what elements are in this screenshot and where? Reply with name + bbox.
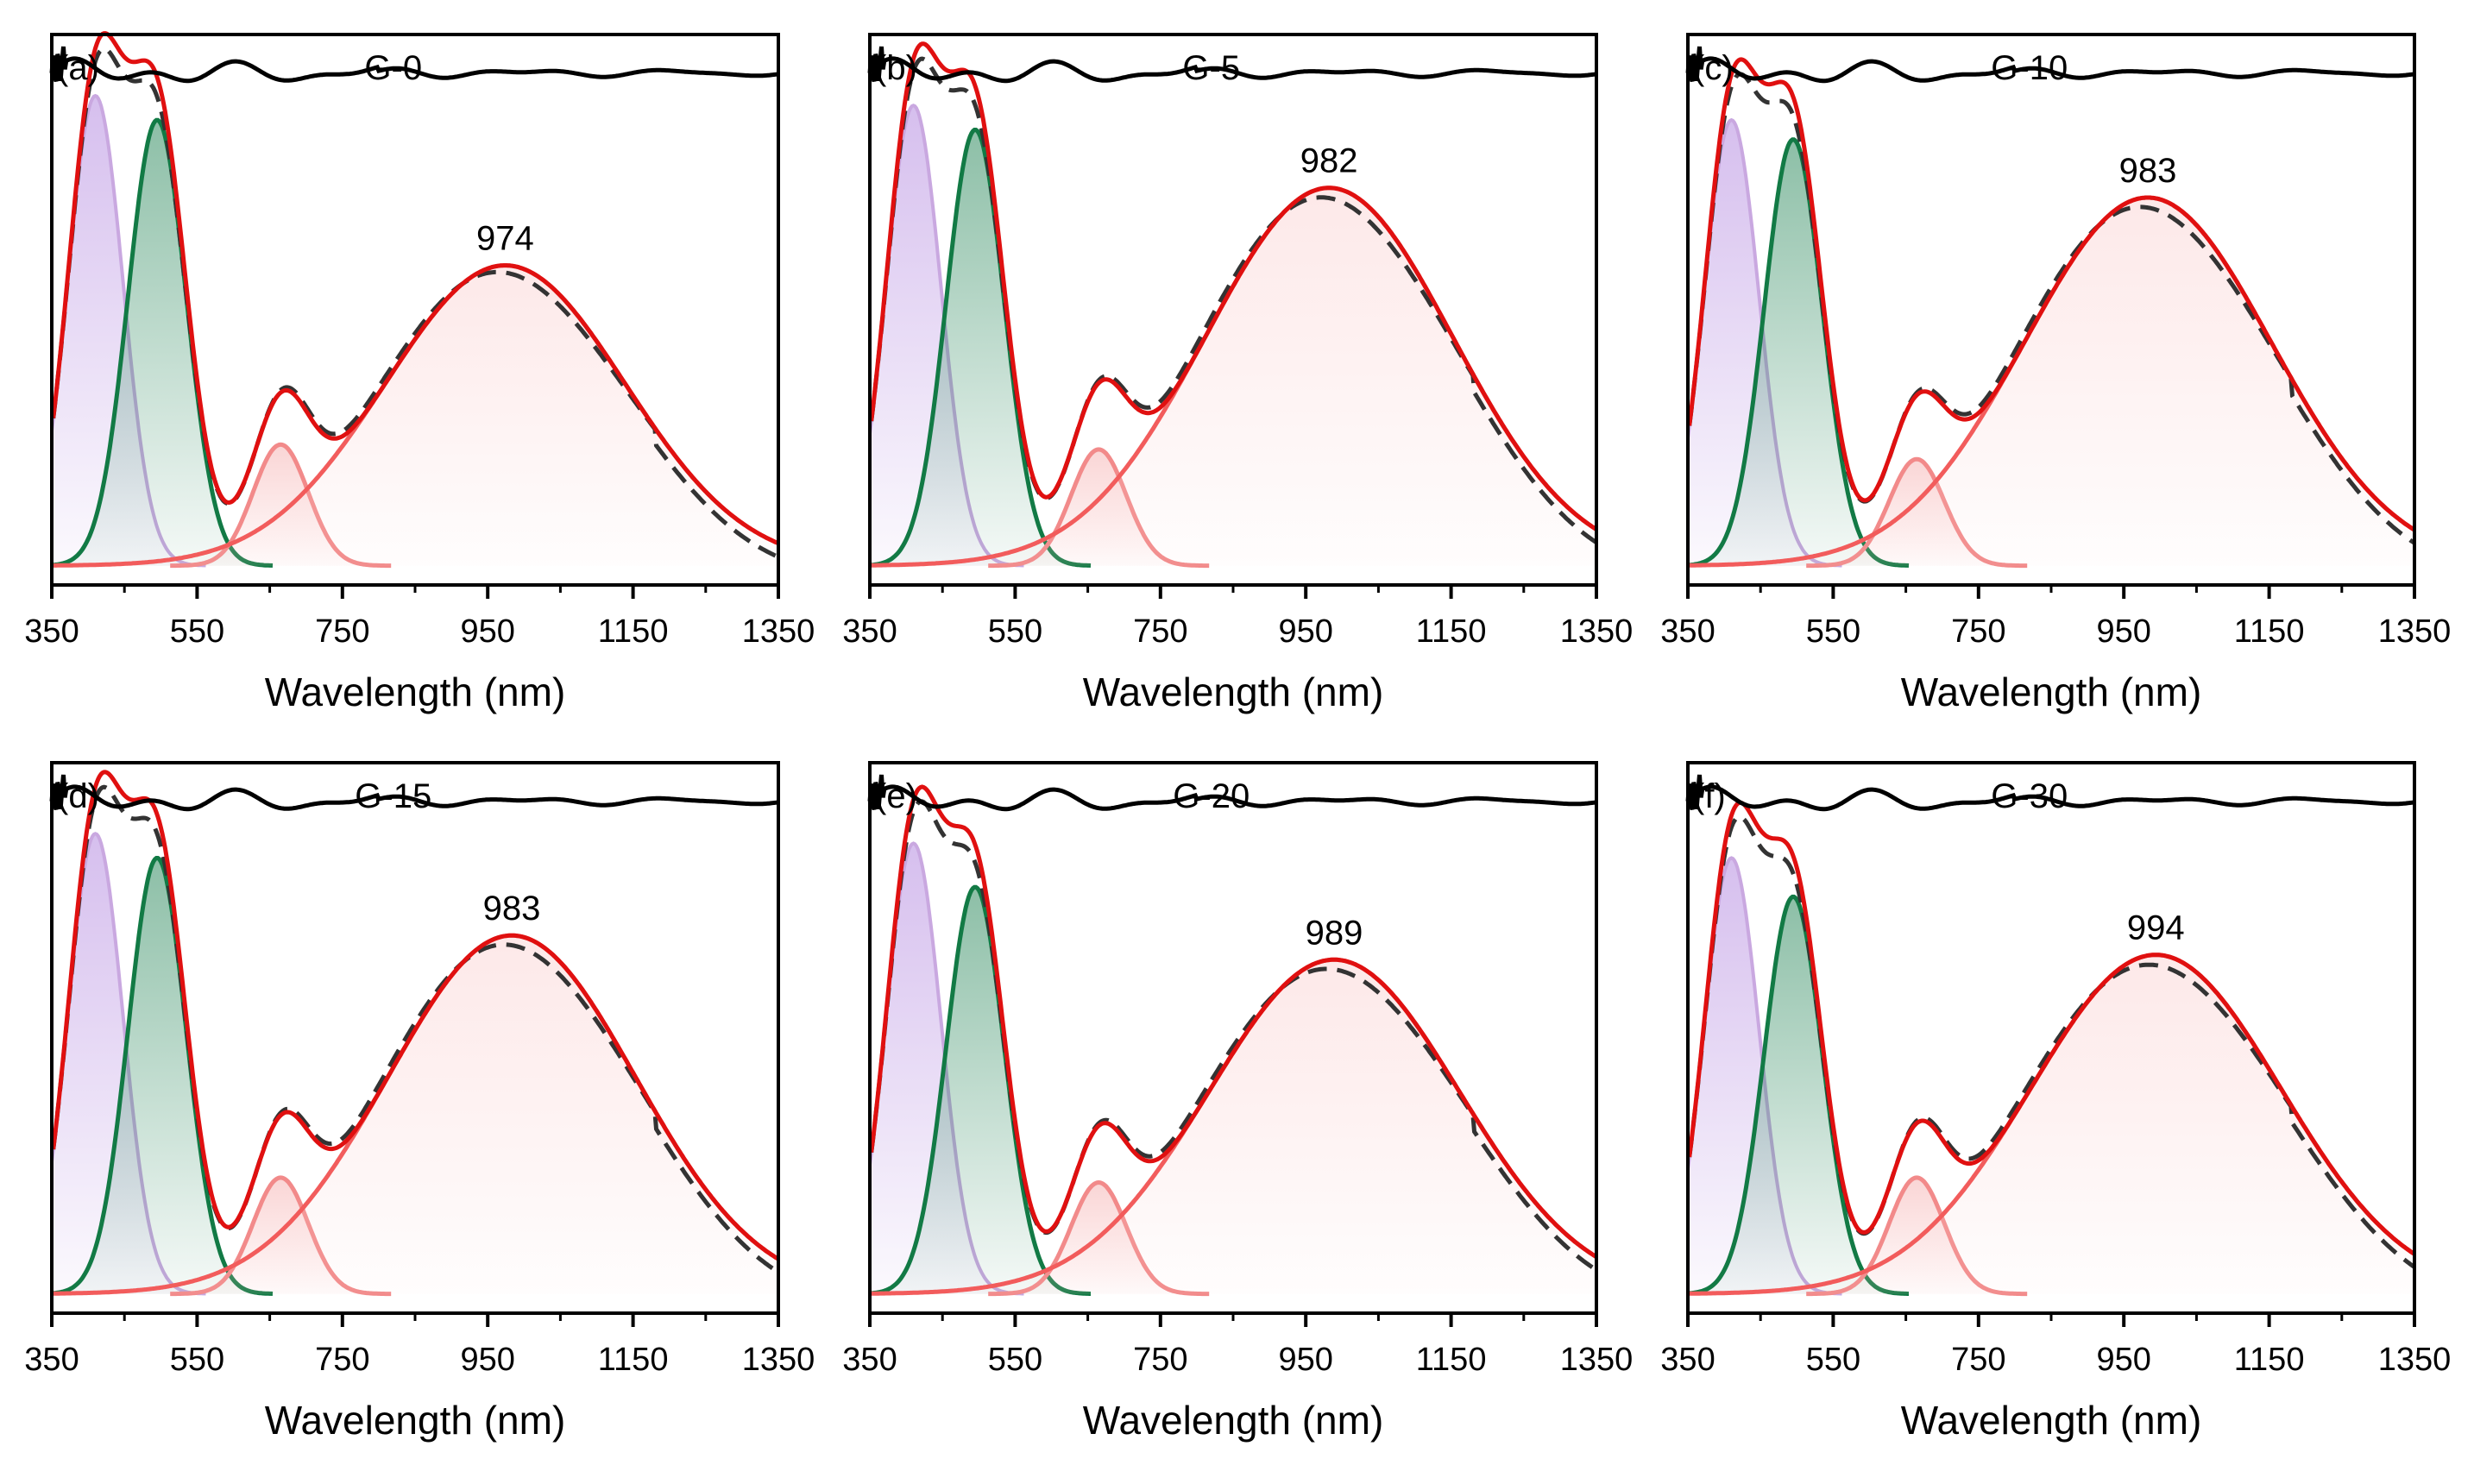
panel-title: G-10 [1991, 49, 2068, 87]
x-tick-label: 350 [24, 1342, 79, 1378]
x-tick-label: 1350 [1560, 613, 1634, 650]
x-axis-title: Wavelength (nm) [1083, 1398, 1384, 1443]
peak-fill-nir [52, 265, 778, 566]
panel-letter: (c) [1693, 49, 1734, 87]
offset-curve [1685, 774, 2415, 812]
peak-fill-nir [870, 959, 1596, 1294]
x-tick-label: 1350 [742, 1342, 815, 1378]
peak-fill-green [1688, 139, 1910, 566]
measured-spectrum [51, 46, 779, 559]
peak-fill-green [870, 129, 1092, 566]
panel-title: G-0 [364, 49, 422, 87]
peak-fill-violet [870, 843, 1024, 1294]
fit-curve [51, 31, 779, 546]
chart-panel-4: 350 550 750 950 1150 1350 Wavelength (nm) (e) G-… [842, 761, 1634, 1443]
chart-panel-1: 350 550 750 950 1150 1350 Wavelength (nm) (b) G-… [842, 33, 1634, 714]
x-tick-label: 750 [1951, 613, 2005, 650]
x-tick-label: 750 [1951, 1342, 2005, 1378]
fit-curve [51, 770, 780, 1261]
peak-fill-violet [870, 105, 1024, 566]
panel-letter: (b) [875, 49, 917, 87]
peak-value-label: 982 [1300, 142, 1358, 180]
x-axis-title: Wavelength (nm) [1901, 1398, 2202, 1443]
peak-value-label: 983 [483, 890, 541, 928]
panel-title: G-30 [1991, 777, 2068, 815]
x-tick-label: 950 [460, 613, 514, 650]
x-tick-label: 1350 [2378, 1342, 2452, 1378]
x-tick-label: 550 [170, 1342, 224, 1378]
peak-fill-green [1688, 896, 1910, 1294]
x-tick-label: 950 [2096, 1342, 2150, 1378]
x-tick-label: 350 [842, 1342, 897, 1378]
fit-curve [869, 41, 1598, 531]
peak-fill-nir [52, 935, 778, 1294]
fit-curve [869, 784, 1598, 1259]
peak-value-label: 983 [2119, 152, 2177, 190]
x-axis-title: Wavelength (nm) [1901, 670, 2202, 714]
peak-fill-green [52, 858, 274, 1294]
x-tick-label: 550 [170, 613, 224, 650]
panel-title: G-20 [1173, 777, 1250, 815]
x-axis-title: Wavelength (nm) [265, 1398, 566, 1443]
chart-panel-0: 350 550 750 950 1150 1350 Wavelength (nm) (a) G-… [24, 31, 815, 714]
chart-panel-5: 350 550 750 950 1150 1350 Wavelength (nm) (f) G-… [1660, 761, 2452, 1443]
x-tick-label: 350 [1660, 613, 1715, 650]
x-tick-label: 1150 [2234, 613, 2305, 650]
peak-fill-nir [1688, 198, 2414, 566]
fit-curve [1687, 57, 2416, 532]
chart-panel-2: 350 550 750 950 1150 1350 Wavelength (nm) (c) G-… [1660, 33, 2452, 714]
x-tick-label: 950 [1278, 1342, 1332, 1378]
offset-curve [867, 46, 1597, 84]
offset-curve [49, 46, 779, 84]
x-tick-label: 950 [460, 1342, 514, 1378]
x-axis-title: Wavelength (nm) [1083, 670, 1384, 714]
peak-fill-violet [52, 96, 206, 566]
x-tick-label: 350 [842, 613, 897, 650]
peak-fill-violet [1688, 120, 1842, 566]
peak-fill-violet [52, 833, 206, 1294]
x-tick-label: 950 [2096, 613, 2150, 650]
peak-fill-green [52, 120, 274, 566]
x-tick-label: 550 [1806, 613, 1860, 650]
x-tick-label: 1350 [742, 613, 815, 650]
x-tick-label: 1150 [598, 1342, 669, 1378]
x-tick-label: 350 [24, 613, 79, 650]
x-tick-label: 1150 [1416, 613, 1487, 650]
panel-title: G-5 [1182, 49, 1240, 87]
peak-value-label: 989 [1306, 914, 1363, 952]
peak-fill-green [870, 887, 1092, 1294]
x-tick-label: 550 [988, 1342, 1042, 1378]
panel-letter: (a) [57, 49, 99, 87]
panel-letter: (e) [875, 777, 917, 815]
peak-fill-violet [1688, 858, 1842, 1294]
x-tick-label: 1350 [1560, 1342, 1634, 1378]
panel-title: G-15 [355, 777, 431, 815]
offset-curve [1685, 46, 2415, 84]
chart-panel-3: 350 550 750 950 1150 1350 Wavelength (nm) (d) G-… [24, 761, 815, 1443]
peak-value-label: 974 [476, 220, 534, 258]
x-tick-label: 750 [1133, 613, 1187, 650]
peak-fill-pink [170, 444, 392, 566]
x-tick-label: 750 [1133, 1342, 1187, 1378]
x-tick-label: 550 [988, 613, 1042, 650]
x-tick-label: 1350 [2378, 613, 2452, 650]
x-tick-label: 1150 [1416, 1342, 1487, 1378]
x-tick-label: 750 [315, 1342, 369, 1378]
fit-curve [1687, 800, 2416, 1256]
x-tick-label: 750 [315, 613, 369, 650]
peak-value-label: 994 [2127, 909, 2185, 947]
offset-curve [867, 774, 1597, 812]
peak-fill-nir [1688, 954, 2414, 1294]
x-tick-label: 550 [1806, 1342, 1860, 1378]
x-tick-label: 350 [1660, 1342, 1715, 1378]
x-tick-label: 1150 [598, 613, 669, 650]
x-axis-title: Wavelength (nm) [265, 670, 566, 714]
x-tick-label: 1150 [2234, 1342, 2305, 1378]
x-tick-label: 950 [1278, 613, 1332, 650]
offset-curve [49, 774, 779, 812]
panel-letter: (d) [57, 777, 99, 815]
panel-letter: (f) [1693, 777, 1726, 815]
peak-fill-pink [1806, 1177, 2028, 1294]
